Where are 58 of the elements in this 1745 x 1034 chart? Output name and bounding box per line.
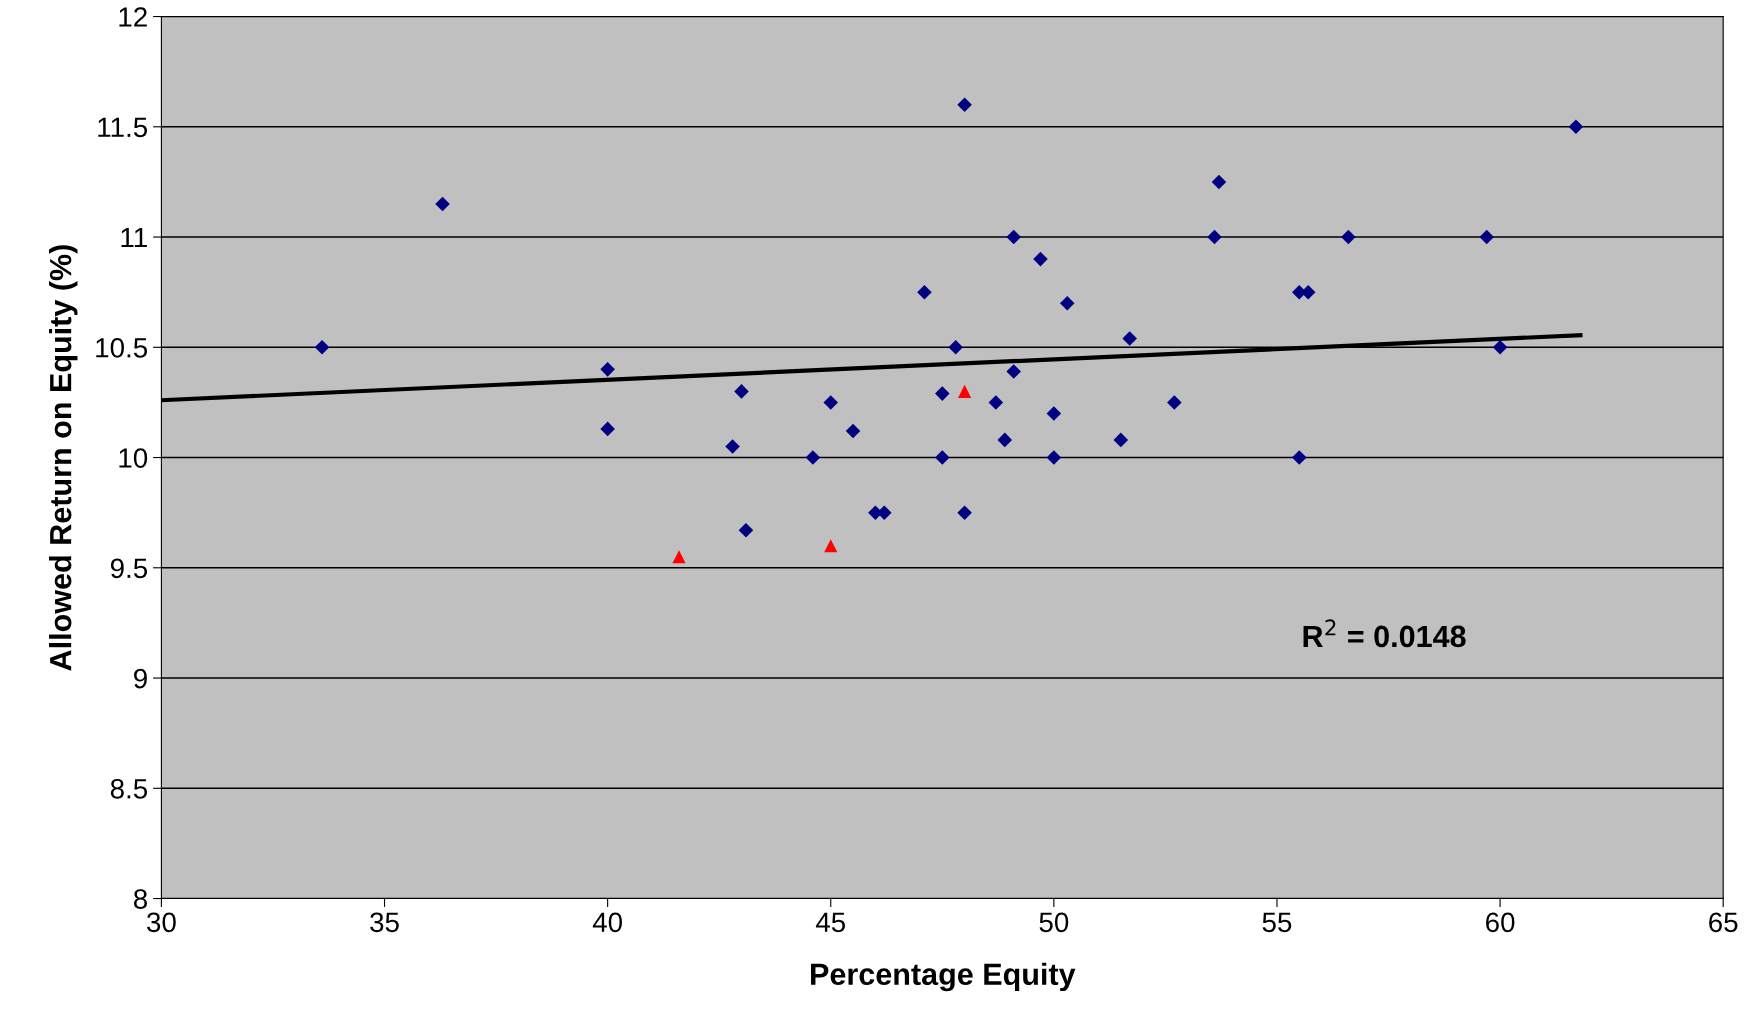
point xyxy=(917,284,932,300)
point xyxy=(1122,331,1137,346)
point xyxy=(957,97,972,113)
y-tick-label: 10 xyxy=(119,448,148,468)
y-tick-label: 11 xyxy=(121,228,147,248)
annotation: R$^{2}$ = 0.0148 xyxy=(1303,619,1466,648)
x-tick-label: 60 xyxy=(1486,912,1515,933)
point xyxy=(935,386,950,401)
point xyxy=(435,196,450,212)
point xyxy=(600,362,615,377)
point xyxy=(1291,450,1307,465)
point xyxy=(935,450,950,465)
y-tick-label: 12 xyxy=(119,7,147,27)
point xyxy=(1006,229,1021,245)
y-tick-label: 11.5 xyxy=(98,117,148,138)
point xyxy=(948,340,963,355)
x-tick-label: 55 xyxy=(1262,912,1292,933)
x-tick-label: 40 xyxy=(592,912,622,933)
point xyxy=(1211,174,1227,190)
y-tick-label: 9 xyxy=(134,668,147,689)
point xyxy=(314,340,330,355)
point xyxy=(988,395,1004,410)
point xyxy=(600,421,615,437)
point xyxy=(1479,229,1494,245)
point xyxy=(1059,295,1075,311)
point xyxy=(1046,450,1062,465)
point xyxy=(957,505,972,520)
point xyxy=(958,384,972,398)
point xyxy=(1167,395,1182,410)
x-tick-label: 35 xyxy=(370,912,399,933)
y-tick-label: 8.5 xyxy=(110,778,148,799)
point xyxy=(805,450,821,465)
x-tick-label: 50 xyxy=(1039,912,1069,933)
point xyxy=(738,523,754,538)
y-tick-label: 9.5 xyxy=(110,558,148,579)
x-tick-label: 45 xyxy=(815,912,846,933)
point xyxy=(1113,432,1129,448)
point xyxy=(823,395,839,410)
point xyxy=(824,539,838,553)
point xyxy=(725,439,740,454)
point xyxy=(1341,229,1356,245)
point xyxy=(1046,406,1062,421)
y-tick-label: 8 xyxy=(133,889,148,909)
x-tick-label: 65 xyxy=(1709,912,1738,933)
point xyxy=(672,550,686,564)
point xyxy=(877,505,892,520)
y-tick-label: 10.5 xyxy=(96,337,148,358)
y-axis-title: Allowed Return on Equity (%) xyxy=(49,245,78,671)
point xyxy=(845,423,861,439)
point xyxy=(997,432,1013,448)
point xyxy=(1568,119,1584,135)
point xyxy=(1207,229,1222,245)
point xyxy=(1033,251,1048,267)
x-tick-label: 30 xyxy=(147,912,176,933)
x-axis-title: Percentage Equity xyxy=(811,962,1076,992)
point xyxy=(1492,340,1508,355)
point xyxy=(1006,364,1021,379)
point xyxy=(734,384,749,399)
